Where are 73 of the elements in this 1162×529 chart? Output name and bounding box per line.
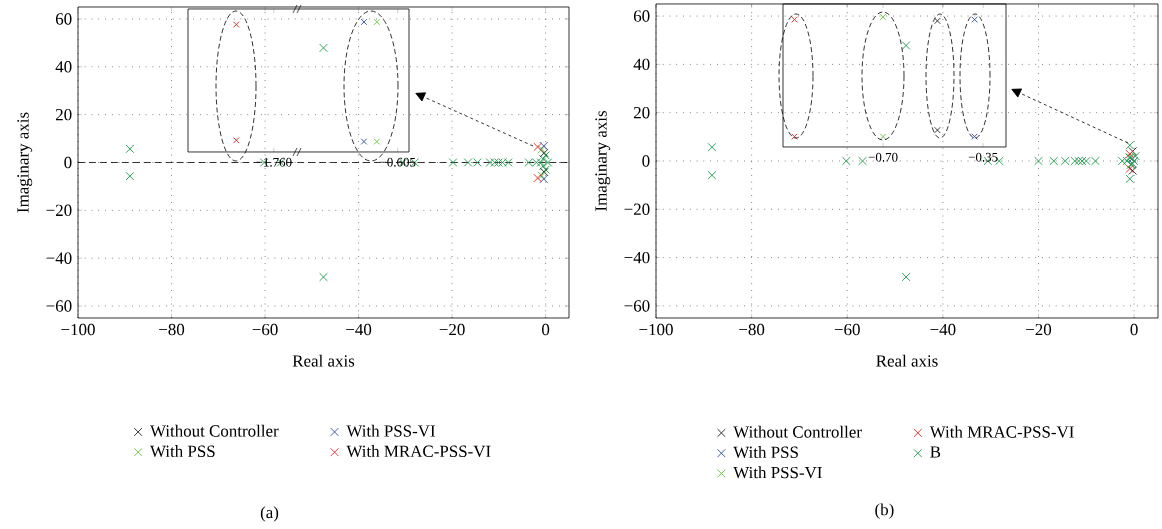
point (319, 43, 328, 53)
x-tick-label: −100 (639, 323, 673, 336)
x-tick-label: −40 (930, 323, 956, 336)
point (373, 18, 381, 26)
y-tick-label: 20 (55, 108, 72, 121)
point (879, 133, 887, 140)
point (707, 170, 717, 180)
y-tick-label: −20 (46, 204, 72, 217)
point (448, 158, 458, 167)
point (901, 272, 911, 282)
x-tick-label: 0 (1130, 323, 1138, 336)
x-tick-label: −0.35 (968, 152, 998, 162)
x-tick-label: 0 (542, 323, 550, 336)
y-tick-label: 20 (633, 106, 650, 119)
point (934, 126, 941, 134)
point (360, 138, 368, 145)
point (233, 137, 240, 144)
y-tick-label: 40 (633, 58, 650, 71)
point (533, 173, 543, 183)
point (934, 17, 941, 25)
point (125, 171, 135, 181)
legend-label: With PSS-VI (733, 466, 822, 479)
point (1117, 156, 1127, 166)
point (707, 142, 717, 152)
y-tick-label: 60 (55, 13, 72, 25)
point (233, 21, 240, 28)
point (533, 142, 543, 152)
point (539, 174, 549, 184)
point (858, 156, 867, 166)
y-tick-label: 40 (55, 61, 72, 73)
x-tick-label: −100 (61, 323, 95, 336)
point (319, 272, 328, 282)
point (373, 138, 381, 145)
legend-label: With PSS-VI (346, 424, 436, 437)
x-tick-label: −80 (159, 323, 185, 336)
y-tick-label: −60 (46, 300, 72, 312)
y-tick-label: 60 (633, 10, 650, 22)
point (1125, 174, 1135, 184)
x-tick-label: −20 (439, 323, 465, 336)
point (971, 16, 978, 23)
x-tick-label: −80 (739, 323, 765, 336)
y-tick-label: −20 (624, 203, 650, 216)
y-tick-label: −60 (624, 300, 650, 312)
point (841, 156, 851, 166)
legend-label: With PSS (733, 446, 798, 459)
x-tick-label: −60 (834, 323, 860, 336)
text: (a) (260, 506, 279, 522)
point (1034, 156, 1043, 166)
point (901, 41, 911, 50)
point (125, 144, 135, 154)
point (879, 13, 887, 21)
x-axis-title: Real axis (292, 354, 355, 367)
point (1125, 140, 1135, 150)
y-axis-title: Imaginary axis (595, 111, 611, 211)
x-axis-title: Real axis (876, 354, 938, 367)
x-tick-label: −60 (252, 323, 278, 336)
legend-label: With MRAC-PSS-VI (346, 445, 491, 458)
x-tick-label: −40 (346, 323, 372, 336)
x-tick-label: −0.70 (868, 152, 898, 162)
x-tick-label: −20 (1026, 323, 1052, 336)
y-tick-label: −40 (624, 251, 650, 264)
text: (b) (875, 503, 894, 519)
y-axis-title: Imaginary axis (17, 112, 33, 213)
y-tick-label: −40 (46, 252, 72, 264)
legend-label: With MRAC-PSS-VI (929, 425, 1074, 438)
point (971, 133, 978, 140)
point (537, 171, 547, 180)
legend-label: With PSS (150, 445, 215, 458)
legend-label: B (930, 446, 941, 458)
legend-label: Without Controller (150, 424, 279, 437)
legend-label: Without Controller (733, 425, 862, 438)
point (791, 16, 798, 23)
point (1049, 156, 1059, 166)
